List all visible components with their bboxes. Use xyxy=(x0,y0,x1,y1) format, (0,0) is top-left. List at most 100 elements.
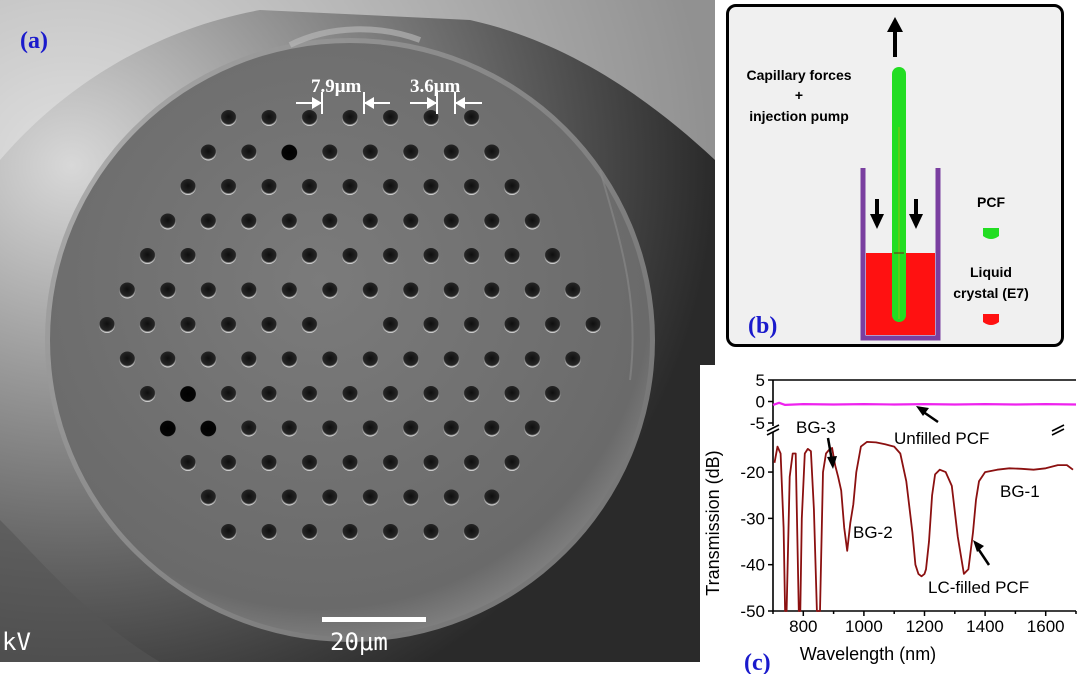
y-tick-label-lower: -50 xyxy=(740,602,765,621)
air-hole xyxy=(240,144,257,161)
air-hole xyxy=(504,248,520,264)
air-hole xyxy=(200,420,217,437)
air-hole xyxy=(281,213,298,230)
air-hole xyxy=(483,489,500,506)
air-hole xyxy=(382,524,399,540)
pressure-arrow-left xyxy=(870,199,884,229)
air-hole xyxy=(402,144,419,161)
air-hole xyxy=(261,317,277,333)
sem-shadow-region xyxy=(0,520,160,662)
air-hole xyxy=(402,351,419,368)
air-hole xyxy=(504,179,520,195)
air-hole xyxy=(402,282,419,299)
air-hole xyxy=(524,420,541,437)
y-tick-label-upper: 0 xyxy=(756,393,765,412)
series-unfilled-pcf xyxy=(772,401,1077,406)
y-tick-label-lower: -30 xyxy=(740,509,765,528)
air-hole xyxy=(483,213,500,230)
air-hole xyxy=(281,351,298,368)
air-hole xyxy=(463,179,480,195)
air-hole xyxy=(220,317,237,333)
pitch-dimension: 7.9μm xyxy=(296,76,390,114)
air-hole xyxy=(200,489,217,506)
x-tick-label: 800 xyxy=(789,617,817,636)
air-hole xyxy=(524,351,541,368)
air-hole xyxy=(524,282,541,299)
hole-size-dimension: 3.6μm xyxy=(410,76,482,114)
air-hole xyxy=(180,386,196,402)
air-hole xyxy=(159,420,176,437)
pull-arrow xyxy=(887,17,903,57)
series-lc-filled-pcf xyxy=(773,441,1074,612)
panel-b-schematic: Capillary forces + injection pump PCF Li… xyxy=(726,4,1064,347)
air-hole xyxy=(342,248,358,264)
air-hole xyxy=(423,317,439,333)
air-hole xyxy=(423,524,439,540)
y-axis-title: Transmission (dB) xyxy=(703,450,723,595)
air-hole xyxy=(362,144,379,161)
air-hole xyxy=(240,282,257,299)
air-hole xyxy=(180,455,196,471)
air-hole xyxy=(423,386,439,402)
lc-container xyxy=(860,168,941,341)
y-tick-label-upper: 5 xyxy=(756,371,765,390)
air-hole xyxy=(423,110,439,126)
air-hole xyxy=(585,317,601,333)
air-hole xyxy=(200,351,217,368)
air-hole xyxy=(443,489,460,506)
pump-label-line2: + xyxy=(795,87,803,103)
air-hole xyxy=(382,248,399,264)
air-hole xyxy=(220,110,237,126)
air-hole xyxy=(220,455,237,471)
annotation-unfilled-pcf: Unfilled PCF xyxy=(894,429,989,448)
air-hole xyxy=(342,179,358,195)
air-hole xyxy=(382,110,399,126)
air-hole xyxy=(281,282,298,299)
air-hole xyxy=(483,282,500,299)
panel-c-transmission-chart: 800 1000 1200 1400 1600 5 0 -5 -20 -30 -40 -50 Wave… xyxy=(700,365,1077,674)
infiltration-schematic: Capillary forces + injection pump PCF Li… xyxy=(746,17,1029,341)
fiber-fracture-line xyxy=(599,169,634,381)
air-hole xyxy=(443,351,460,368)
air-hole xyxy=(362,489,379,506)
fiber-cross-section xyxy=(50,43,650,637)
air-hole xyxy=(544,386,561,402)
air-hole xyxy=(463,248,480,264)
air-hole xyxy=(483,351,500,368)
air-hole xyxy=(301,317,318,333)
annotation-bg1: BG-1 xyxy=(1000,482,1040,501)
air-hole xyxy=(240,489,257,506)
air-hole xyxy=(423,455,439,471)
lc-legend-swatch xyxy=(983,314,999,325)
air-hole xyxy=(321,351,338,368)
air-hole xyxy=(159,213,176,230)
air-hole xyxy=(342,455,358,471)
pcf-legend-swatch xyxy=(983,228,999,239)
air-hole xyxy=(382,455,399,471)
pitch-label: 7.9μm xyxy=(311,76,362,97)
air-hole xyxy=(180,248,196,264)
air-hole xyxy=(564,351,581,368)
sem-bright-region xyxy=(0,0,715,160)
lc-legend-label-line2: crystal (E7) xyxy=(953,285,1028,301)
air-hole xyxy=(362,351,379,368)
air-hole xyxy=(159,282,176,299)
x-tick-label: 1200 xyxy=(906,617,944,636)
air-hole xyxy=(240,420,257,437)
kv-label: kV xyxy=(2,628,31,656)
air-hole xyxy=(382,386,399,402)
air-hole xyxy=(200,213,217,230)
air-hole xyxy=(139,317,156,333)
air-hole xyxy=(220,386,237,402)
air-hole xyxy=(119,282,136,299)
air-hole xyxy=(119,351,136,368)
air-hole xyxy=(240,213,257,230)
air-hole xyxy=(321,213,338,230)
air-hole xyxy=(321,489,338,506)
air-hole xyxy=(544,248,561,264)
air-hole xyxy=(564,282,581,299)
air-hole xyxy=(382,317,399,333)
air-hole xyxy=(159,351,176,368)
air-hole xyxy=(423,248,439,264)
air-hole xyxy=(321,282,338,299)
